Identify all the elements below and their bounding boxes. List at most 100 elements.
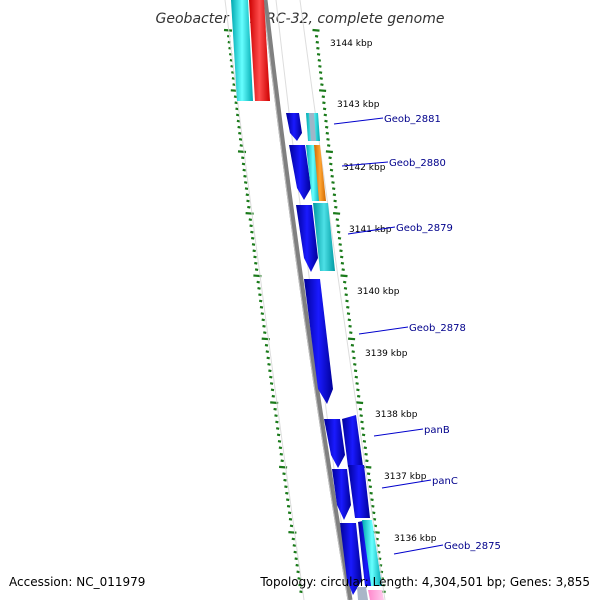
tick-mark (346, 312, 351, 315)
tick-mark (275, 420, 279, 424)
gene-label-geob-2881[interactable]: Geob_2881 (384, 114, 441, 125)
cds-geob-2878[interactable] (304, 279, 333, 404)
tick-label: 3138 kbp (375, 410, 418, 420)
tick-mark (359, 414, 363, 417)
tick-mark (364, 452, 368, 456)
tick-mark (234, 101, 238, 105)
tick-label: 3139 kbp (365, 349, 408, 359)
tick-mark (250, 230, 254, 234)
tick-mark (356, 401, 364, 405)
tick-mark (353, 369, 358, 373)
tick-mark (271, 394, 276, 398)
tick-mark (370, 498, 374, 502)
tick-label: 3141 kbp (349, 225, 392, 235)
feature-red-top[interactable] (249, 0, 270, 101)
tick-mark (299, 590, 303, 594)
tick-mark (268, 369, 272, 373)
tick-mark (372, 531, 380, 534)
gene-label-geob-2880[interactable]: Geob_2880 (389, 158, 446, 169)
tick-mark (338, 243, 342, 246)
tick-mark (282, 472, 286, 476)
feature-pink-bottom[interactable] (368, 590, 384, 600)
cds-panc-left[interactable] (332, 469, 351, 520)
tick-mark (346, 305, 350, 309)
lane-outline-outer (224, 0, 305, 600)
tick-mark (251, 243, 256, 246)
tick-mark (261, 318, 265, 322)
tick-mark (371, 504, 375, 508)
tick-mark (235, 107, 239, 111)
tick-mark (366, 472, 371, 476)
tick-mark (372, 517, 377, 521)
cds-geob-2875-c[interactable] (362, 520, 382, 586)
cds-geob-2879-a[interactable] (296, 205, 318, 272)
tick-label: 3143 kbp (337, 100, 380, 110)
gene-label-panb[interactable]: panB (424, 425, 450, 436)
tick-mark (349, 331, 353, 334)
tick-mark (365, 459, 369, 463)
tick-mark (253, 255, 257, 259)
tick-mark (233, 95, 238, 99)
tick-mark (326, 144, 331, 147)
cds-geob-2880-c[interactable] (314, 145, 326, 201)
tick-mark (237, 125, 241, 129)
backbone (262, 0, 353, 600)
tick-mark (317, 59, 322, 62)
tick-mark (267, 363, 271, 366)
tick-mark (348, 324, 352, 328)
cds-geob-2881-a[interactable] (286, 113, 302, 141)
cds-geob-2881-c[interactable] (309, 113, 316, 141)
cds-panc-right[interactable] (348, 465, 370, 518)
tick-mark (280, 459, 284, 463)
tick-mark (347, 318, 352, 322)
cds-geob-2875-a[interactable] (340, 523, 362, 595)
tick-mark (252, 249, 256, 253)
tick-mark (352, 356, 356, 360)
tick-mark (356, 394, 361, 398)
tick-mark (322, 101, 326, 105)
backbone-highlight (262, 0, 349, 600)
tick-label: 3140 kbp (357, 287, 400, 297)
cds-panb-left[interactable] (324, 419, 345, 468)
tick-mark (275, 427, 280, 430)
tick-mark (329, 162, 333, 166)
tick-mark (236, 119, 241, 123)
tick-mark (250, 236, 255, 240)
tick-mark (314, 34, 319, 38)
tick-mark (288, 531, 297, 534)
tick-label: 3137 kbp (384, 472, 427, 482)
topology-text: Topology: circular; Length: 4,304,501 bp… (259, 575, 590, 589)
tick-mark (286, 504, 291, 508)
feature-grey-bottom[interactable] (357, 587, 368, 600)
tick-mark (353, 363, 357, 366)
tick-labels: 3144 kbp 3143 kbp 3142 kbp 3141 kbp 3140… (330, 39, 437, 544)
accession-text: Accession: NC_011979 (9, 575, 145, 589)
tick-mark (343, 287, 348, 290)
tick-label: 3136 kbp (394, 534, 437, 544)
feature-cyan-top[interactable] (231, 0, 253, 101)
tick-mark (319, 89, 327, 92)
tick-mark (324, 125, 329, 129)
cds-panb-right[interactable] (342, 415, 363, 467)
tick-mark (336, 224, 340, 228)
gene-label-geob-2879[interactable]: Geob_2879 (396, 223, 453, 234)
cds-geob-2879-b[interactable] (313, 203, 335, 271)
tick-mark (328, 156, 332, 160)
cds-geob-2880-b[interactable] (306, 145, 320, 201)
tick-mark (318, 65, 322, 68)
tick-mark (341, 268, 345, 271)
tick-mark (342, 280, 347, 284)
gene-label-panc[interactable]: panC (432, 476, 458, 487)
tick-mark (296, 570, 300, 574)
tick-mark (361, 427, 365, 430)
tick-mark (237, 150, 247, 154)
tick-mark (325, 131, 330, 135)
tick-mark (333, 212, 341, 215)
tick-mark (330, 174, 334, 178)
cds-geob-2880-a[interactable] (289, 145, 311, 200)
tick-mark (223, 28, 233, 32)
tick-mark (254, 261, 258, 265)
gene-label-geob-2875[interactable]: Geob_2875 (444, 541, 501, 552)
gene-label-geob-2878[interactable]: Geob_2878 (409, 323, 466, 334)
